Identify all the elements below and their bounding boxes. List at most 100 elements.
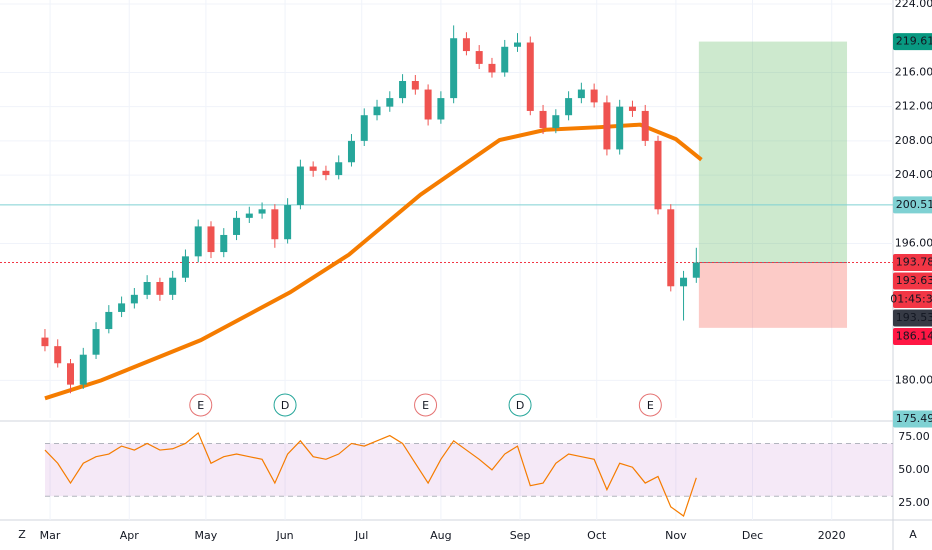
y-tick-label: 208.00 [895,134,932,147]
x-tick-label: Jul [354,529,368,542]
candle-body [169,277,177,295]
price-badge-label: 193.53 [896,311,932,324]
event-label: D [516,399,524,412]
candle-body [143,282,151,295]
rsi-tick-label: 25.00 [898,496,930,509]
price-badge [893,272,932,290]
candle-body [220,234,228,253]
price-badge [893,309,932,327]
y-tick-label: 224.00 [895,0,932,10]
candle-body [616,106,624,150]
price-badge-label: 175.49 [896,412,932,425]
candle-body [181,256,189,278]
y-tick-label: 204.00 [895,168,932,181]
candle-body [590,89,598,103]
corner-icon[interactable]: Z [18,528,26,541]
event-label: D [281,399,289,412]
event-marker [189,393,213,417]
candle-body [156,282,164,295]
y-tick-label: 196.00 [895,237,932,250]
candle-body [373,106,381,116]
candle-body [386,98,394,107]
candle-body [680,277,688,287]
candle-body [233,217,241,235]
x-tick-label: Nov [665,529,687,542]
x-tick-label: Aug [430,529,451,542]
candle-body [296,166,304,206]
event-label: E [422,399,429,412]
candle-body [514,42,522,47]
price-badge-label: 193.78 [896,256,932,269]
y-tick-label: 180.00 [895,373,932,386]
x-tick-label: Mar [40,529,61,542]
candle-body [105,311,113,330]
candle-body [245,213,253,218]
candle-body [309,166,317,171]
event-label: E [647,399,654,412]
y-tick-label: 212.00 [895,100,932,113]
event-marker [508,393,532,417]
price-badge-label: 01:45:33 [890,293,932,306]
event-marker [273,393,297,417]
rsi-tick-label: 50.00 [898,463,930,476]
x-tick-label: Dec [742,529,763,542]
rsi-pane [44,422,893,520]
candle-body [360,115,368,141]
candle-body [347,140,355,163]
candle-body [54,346,62,364]
candle-body [130,294,138,304]
candle-body [603,102,611,150]
candle-body [437,98,445,120]
candle-body [118,303,126,312]
candle-body [475,51,483,64]
candle-body [667,209,675,287]
candle-body [424,89,432,120]
price-badge-label: 186.14 [896,330,932,343]
candle-body [411,80,419,90]
event-marker [638,393,662,417]
candle-body [79,354,87,385]
price-badge [893,254,932,272]
corner-icon[interactable]: A [909,528,917,541]
event-label: E [197,399,204,412]
candle-body [450,38,458,99]
candle-body [654,140,662,210]
price-badge [893,196,932,214]
candle-body [565,98,573,116]
price-badge [893,328,932,346]
price-badge-label: 193.63 [896,274,932,287]
candle-body [41,337,49,347]
candle-body [399,80,407,99]
candle-body [207,226,215,253]
candle-body [92,329,100,355]
candle-body [552,115,560,129]
y-tick-label: 216.00 [895,65,932,78]
candle-body [322,170,330,176]
candle-body [641,110,649,141]
candle-body [258,209,266,214]
price-badge-label: 219.61 [896,35,932,48]
candle-body [284,205,292,240]
price-badge [893,410,932,428]
profit-zone [698,41,848,263]
candle-body [628,106,636,111]
rsi-line [44,431,697,518]
price-badge [893,33,932,51]
price-badge-label: 200.51 [896,198,932,211]
x-tick-label: Jun [275,529,293,542]
x-tick-label: Apr [120,529,140,542]
candle-body [526,42,534,111]
candle-body [501,46,509,73]
candle-body [67,363,74,385]
x-tick-label: Oct [587,529,607,542]
candle-body [577,89,585,99]
rsi-tick-label: 75.00 [898,430,930,443]
candle-body [271,209,279,240]
price-badge [893,291,932,309]
loss-zone [698,262,848,328]
candle-body [539,110,547,129]
x-tick-label: May [195,529,218,542]
